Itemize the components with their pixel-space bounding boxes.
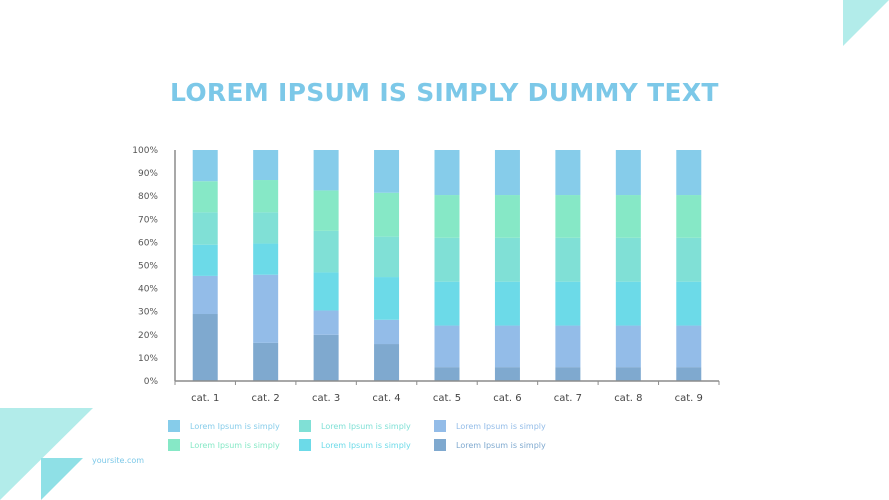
bar-segment xyxy=(313,230,339,273)
bar-segment xyxy=(676,367,702,381)
legend-swatch xyxy=(168,420,180,432)
bar-segment xyxy=(615,325,641,368)
bar-segment xyxy=(313,334,339,381)
bar-segment xyxy=(374,319,400,345)
bar-segment xyxy=(555,150,581,196)
bar-segment xyxy=(676,237,702,282)
bar-segment xyxy=(676,281,702,326)
x-tick-label: cat. 1 xyxy=(191,393,219,404)
legend-item: Lorem Ipsum is simply xyxy=(168,439,280,451)
bar-segment xyxy=(374,277,400,320)
bar-segment xyxy=(676,195,702,238)
bar-segment xyxy=(615,195,641,238)
legend-item: Lorem Ipsum is simply xyxy=(168,420,280,432)
bar-segment xyxy=(494,150,520,196)
bar-segment xyxy=(192,150,218,182)
legend-label: Lorem Ipsum is simply xyxy=(190,421,280,431)
legend-swatch xyxy=(434,439,446,451)
bar-segment xyxy=(615,237,641,282)
y-tick-label: 10% xyxy=(138,354,158,364)
y-tick-label: 50% xyxy=(138,262,158,272)
legend-label: Lorem Ipsum is simply xyxy=(456,440,546,450)
bar-segment xyxy=(253,342,279,381)
legend-item: Lorem Ipsum is simply xyxy=(299,439,411,451)
y-tick-label: 60% xyxy=(138,238,158,248)
bar-segment xyxy=(555,195,581,238)
bar-segment xyxy=(253,212,279,244)
bar-segment xyxy=(615,150,641,196)
bar-segment xyxy=(494,237,520,282)
bar-segment xyxy=(434,367,460,381)
bar-segment xyxy=(374,344,400,381)
bar-segment xyxy=(494,325,520,368)
legend-label: Lorem Ipsum is simply xyxy=(190,440,280,450)
legend-item: Lorem Ipsum is simply xyxy=(434,420,546,432)
x-tick-label: cat. 9 xyxy=(675,393,703,404)
y-tick-label: 80% xyxy=(138,192,158,202)
y-tick-label: 30% xyxy=(138,308,158,318)
bar-segment xyxy=(192,181,218,213)
bar-segment xyxy=(434,237,460,282)
bar-segment xyxy=(434,150,460,196)
x-tick-label: cat. 6 xyxy=(493,393,521,404)
chart-legend: Lorem Ipsum is simply Lorem Ipsum is simp… xyxy=(168,420,588,460)
bar-segment xyxy=(253,274,279,343)
bar-segment xyxy=(313,190,339,231)
bar-segment xyxy=(555,237,581,282)
legend-swatch xyxy=(299,420,311,432)
bar-segment xyxy=(253,243,279,275)
bar-segment xyxy=(192,275,218,315)
stacked-bar-chart: 0% 10% 20% 30% 40% 50% 60% 70% 80% 90% 100% cat. 1 c… xyxy=(132,146,720,404)
page-title: LOREM IPSUM IS SIMPLY DUMMY TEXT xyxy=(170,78,719,107)
bar-segment xyxy=(494,281,520,326)
y-tick-label: 40% xyxy=(138,285,158,295)
bar-segment xyxy=(253,180,279,213)
bar-segment xyxy=(192,244,218,276)
x-tick-label: cat. 3 xyxy=(312,393,340,404)
bar-segment xyxy=(494,367,520,381)
corner-decoration-bottom-left xyxy=(0,408,93,500)
legend-swatch xyxy=(168,439,180,451)
x-tick-label: cat. 4 xyxy=(372,393,400,404)
legend-item: Lorem Ipsum is simply xyxy=(434,439,546,451)
bar-segment xyxy=(555,367,581,381)
bar-segment xyxy=(676,325,702,368)
x-tick-label: cat. 5 xyxy=(433,393,461,404)
y-tick-label: 0% xyxy=(144,377,159,387)
bar-segment xyxy=(374,150,400,193)
bar-segment xyxy=(434,281,460,326)
bar-segment xyxy=(615,281,641,326)
legend-label: Lorem Ipsum is simply xyxy=(321,440,411,450)
x-tick-label: cat. 2 xyxy=(252,393,280,404)
y-tick-label: 70% xyxy=(138,215,158,225)
corner-decoration-bottom-left-inner xyxy=(41,458,83,500)
legend-swatch xyxy=(434,420,446,432)
bar-segment xyxy=(615,367,641,381)
legend-label: Lorem Ipsum is simply xyxy=(321,421,411,431)
legend-swatch xyxy=(299,439,311,451)
bar-segment xyxy=(313,150,339,191)
bar-segment xyxy=(374,236,400,278)
bar-segment xyxy=(494,195,520,238)
y-tick-label: 90% xyxy=(138,169,158,179)
footer-website: yoursite.com xyxy=(92,456,145,465)
bar-segment xyxy=(676,150,702,196)
bar-segment xyxy=(434,195,460,238)
bar-segment xyxy=(434,325,460,368)
bar-segment xyxy=(313,272,339,311)
legend-item: Lorem Ipsum is simply xyxy=(299,420,411,432)
bar-segment xyxy=(313,310,339,335)
bar-segment xyxy=(374,192,400,237)
bar-segment xyxy=(192,212,218,245)
bar-segment xyxy=(555,325,581,368)
y-tick-label: 20% xyxy=(138,331,158,341)
bar-segment xyxy=(253,150,279,181)
y-tick-label: 100% xyxy=(132,146,158,156)
bar-segment xyxy=(192,314,218,381)
bar-segment xyxy=(555,281,581,326)
x-tick-label: cat. 7 xyxy=(554,393,582,404)
legend-label: Lorem Ipsum is simply xyxy=(456,421,546,431)
x-tick-label: cat. 8 xyxy=(614,393,642,404)
